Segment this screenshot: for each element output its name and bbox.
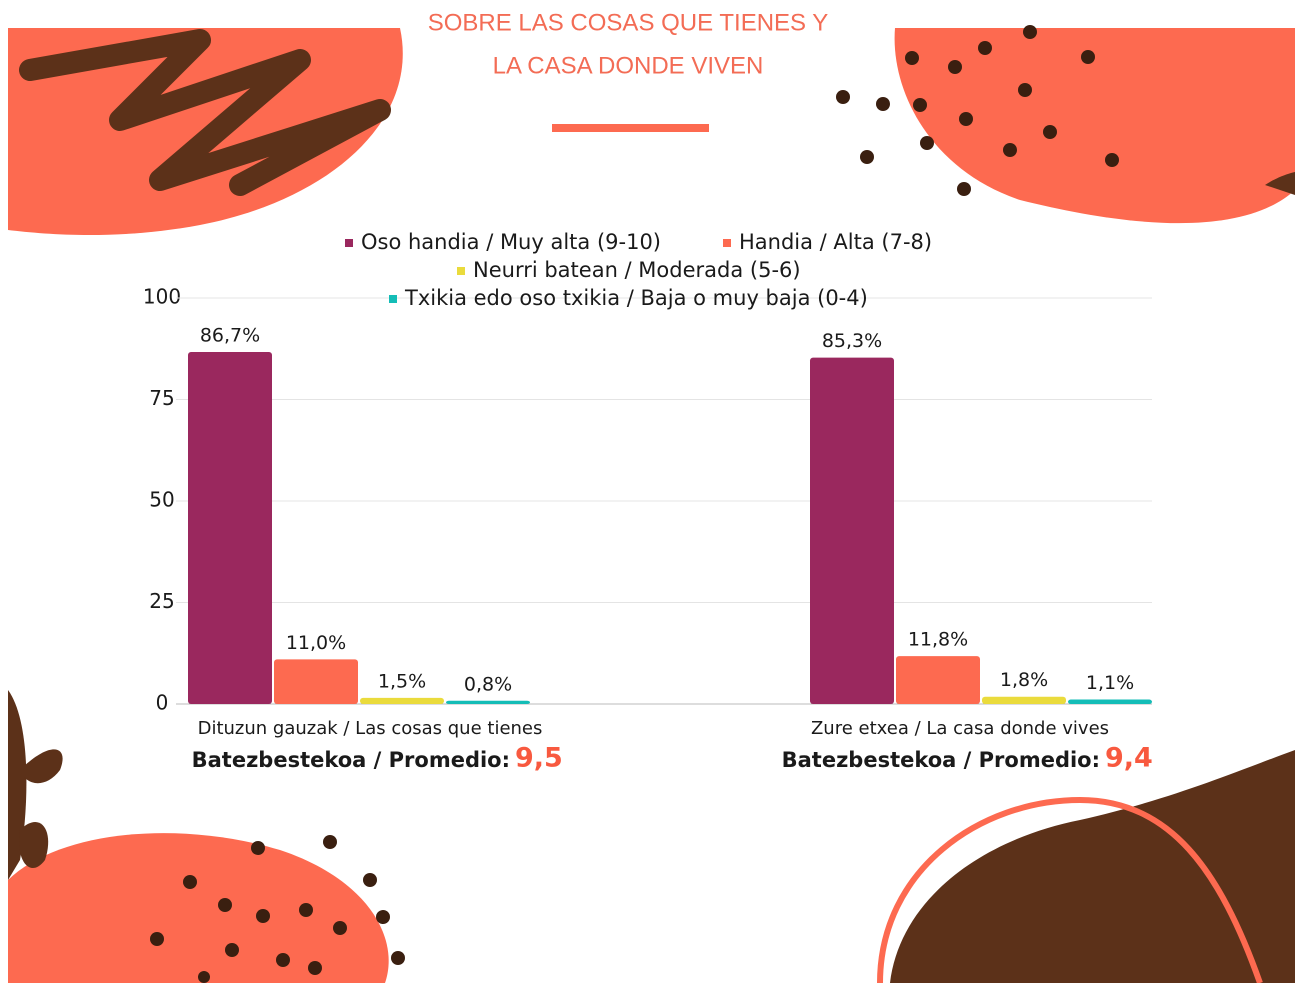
legend-swatch — [345, 239, 353, 247]
value-label: 0,8% — [464, 673, 512, 695]
bar — [810, 358, 894, 704]
legend-swatch — [723, 239, 731, 247]
bar — [1068, 700, 1152, 704]
chart-title: SOBRE LAS COSAS QUE TIENES Y — [428, 9, 829, 36]
value-label: 85,3% — [822, 330, 882, 352]
y-tick-label: 50 — [149, 488, 174, 512]
legend-label: Handia / Alta (7-8) — [739, 230, 932, 254]
legend-label: Txikia edo oso txikia / Baja o muy baja … — [404, 286, 868, 310]
x-tick-label: Dituzun gauzak / Las cosas que tienes — [198, 718, 543, 739]
bar — [896, 656, 980, 704]
legend-label: Oso handia / Muy alta (9-10) — [361, 230, 661, 254]
legend-label: Neurri batean / Moderada (5-6) — [473, 258, 801, 282]
value-label: 1,8% — [1000, 669, 1048, 691]
average-label: Batezbestekoa / Promedio: — [782, 748, 1100, 772]
value-label: 11,8% — [908, 629, 968, 651]
x-tick-label: Zure etxea / La casa donde vives — [811, 718, 1109, 739]
y-tick-label: 75 — [149, 386, 174, 410]
legend-swatch — [389, 295, 397, 303]
chart-title: LA CASA DONDE VIVEN — [493, 52, 764, 79]
average-value: 9,4 — [1105, 743, 1153, 774]
legend-swatch — [457, 267, 465, 275]
y-tick-label: 25 — [149, 589, 174, 613]
bar — [274, 659, 358, 704]
value-label: 11,0% — [286, 632, 346, 654]
value-label: 86,7% — [200, 324, 260, 346]
bar — [188, 352, 272, 704]
value-label: 1,1% — [1086, 672, 1134, 694]
bar — [446, 701, 530, 704]
chart: SOBRE LAS COSAS QUE TIENES Y LA CASA DON… — [0, 0, 1300, 983]
average-value: 9,5 — [515, 743, 563, 774]
y-tick-label: 100 — [143, 285, 181, 309]
average-label: Batezbestekoa / Promedio: — [192, 748, 510, 772]
value-label: 1,5% — [378, 670, 426, 692]
bar — [360, 698, 444, 704]
bar — [982, 697, 1066, 704]
y-tick-label: 0 — [156, 691, 169, 715]
